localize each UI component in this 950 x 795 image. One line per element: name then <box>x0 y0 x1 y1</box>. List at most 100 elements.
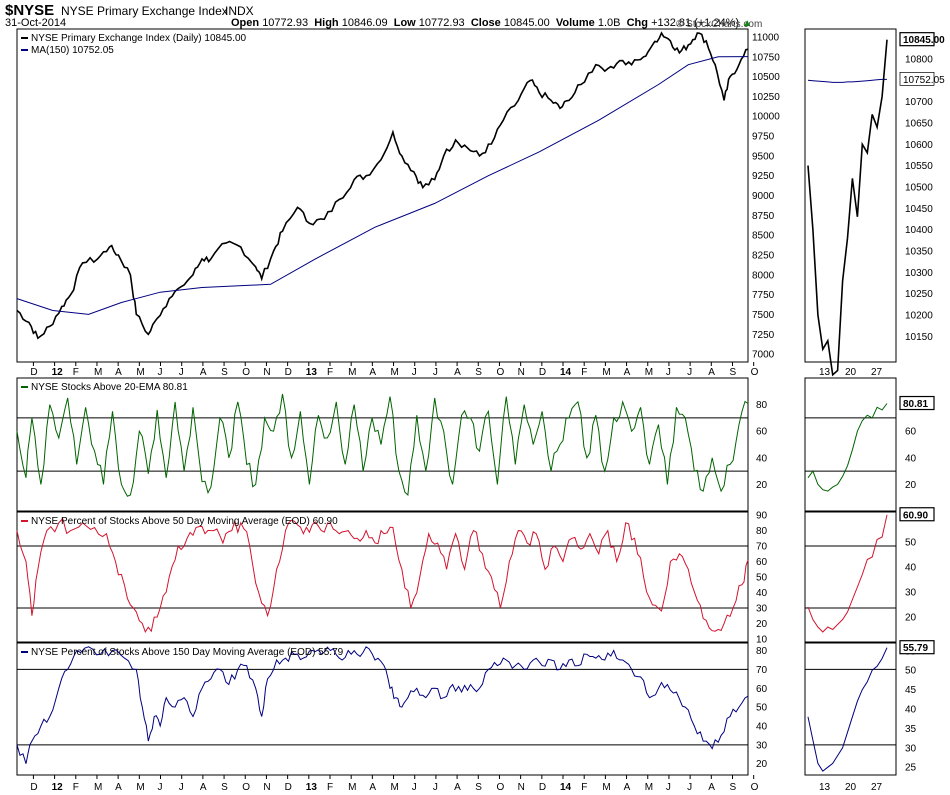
zoom-price-y-tick-label: 10200 <box>905 311 933 322</box>
price-y-tick-label: 7750 <box>752 290 775 301</box>
pct150-y-tick-label: 40 <box>756 721 768 732</box>
ema20-legend: NYSE Stocks Above 20-EMA 80.81 <box>31 382 188 393</box>
bottom-x-tick-label: A <box>200 782 207 793</box>
x-tick-label: M <box>645 367 653 378</box>
pct50-y-tick-label: 40 <box>756 588 768 599</box>
ema20-zoom-line <box>807 403 888 492</box>
zoom-price-y-tick-label: 10450 <box>905 204 933 215</box>
x-tick-label: F <box>581 367 587 378</box>
price-y-tick-label: 8250 <box>752 250 775 261</box>
price-y-tick-label: 9500 <box>752 151 775 162</box>
price-y-tick-label: 10250 <box>752 92 780 103</box>
price-y-tick-label: 7500 <box>752 310 775 321</box>
x-tick-label: J <box>179 367 184 378</box>
price-y-tick-label: 9000 <box>752 191 775 202</box>
symbol: $NYSE <box>5 2 55 19</box>
pct50-last-label: 60.90 <box>903 510 928 521</box>
bottom-x-tick-label: J <box>412 782 417 793</box>
bottom-x-tick-label: J <box>158 782 163 793</box>
open-value: 10772.93 <box>262 17 309 29</box>
bottom-x-tick-label: 12 <box>52 782 64 793</box>
zoom-x-tick-label: 13 <box>819 367 831 378</box>
ema20-y-tick-label: 20 <box>756 480 768 491</box>
zoom-ma-last-label: 10752.05 <box>903 75 945 86</box>
x-tick-label: M <box>348 367 356 378</box>
x-tick-label: D <box>30 367 37 378</box>
bottom-x-tick-label: A <box>454 782 461 793</box>
pct50-zoom-line <box>807 514 888 633</box>
pct150-zoom-line <box>807 647 888 772</box>
pct50-zoom-y-tick-label: 20 <box>905 613 917 624</box>
bottom-x-tick-label: O <box>496 782 504 793</box>
bottom-x-tick-label: M <box>136 782 144 793</box>
bottom-x-tick-label: N <box>263 782 270 793</box>
ema20-y-tick-label: 60 <box>756 427 768 438</box>
zoom-price-y-tick-label: 10700 <box>905 97 933 108</box>
pct150-y-tick-label: 80 <box>756 646 768 657</box>
price-line <box>16 31 749 340</box>
price-legend: NYSE Primary Exchange Index (Daily) 1084… <box>31 33 247 44</box>
pct50-legend: NYSE Percent of Stocks Above 50 Day Movi… <box>31 516 338 527</box>
price-y-tick-label: 8000 <box>752 270 775 281</box>
ema20-zoom-y-tick-label: 20 <box>905 480 917 491</box>
pct150-zoom-y-tick-label: 40 <box>905 705 917 716</box>
pct150-zoom-y-tick-label: 45 <box>905 685 917 696</box>
ma150-line <box>16 56 749 315</box>
low-label: Low <box>393 17 416 29</box>
chg-value: +132.81 (+1.24%) <box>651 17 740 29</box>
pct150-zoom-y-tick-label: 30 <box>905 743 917 754</box>
pct50-y-tick-label: 50 <box>756 573 768 584</box>
x-tick-label: A <box>624 367 631 378</box>
bottom-x-tick-label: M <box>348 782 356 793</box>
x-tick-label: J <box>433 367 438 378</box>
bottom-x-tick-label: 14 <box>560 782 572 793</box>
bottom-x-tick-label: D <box>30 782 37 793</box>
exchange-label: INDX <box>225 4 254 18</box>
chg-label: Chg <box>626 17 648 29</box>
x-tick-label: N <box>263 367 270 378</box>
pct50-y-tick-label: 80 <box>756 526 768 537</box>
bottom-x-tick-label: M <box>391 782 399 793</box>
bottom-x-tick-label: D <box>539 782 546 793</box>
close-label: Close <box>470 17 501 29</box>
bottom-zoom-x-tick-label: 27 <box>871 782 883 793</box>
zoom-price-y-tick-label: 10350 <box>905 247 933 258</box>
pct50-last-label-box <box>899 507 935 522</box>
bottom-x-tick-label: F <box>581 782 587 793</box>
bottom-x-tick-label: A <box>115 782 122 793</box>
zoom-price-y-tick-label: 10550 <box>905 161 933 172</box>
zoom-price-y-tick-label: 10150 <box>905 332 933 343</box>
x-tick-label: F <box>73 367 79 378</box>
chg-up-arrow-icon: ▲ <box>742 18 753 29</box>
ema20-last-label-box <box>899 395 935 411</box>
price-y-tick-label: 8750 <box>752 211 775 222</box>
pct50-y-tick-label: 60 <box>756 557 768 568</box>
x-tick-label: J <box>687 367 692 378</box>
bottom-x-tick-label: F <box>327 782 333 793</box>
pct150-y-tick-label: 20 <box>756 759 768 770</box>
bottom-x-tick-label: D <box>285 782 292 793</box>
x-tick-label: 13 <box>306 367 318 378</box>
price-y-tick-label: 10000 <box>752 112 780 123</box>
x-tick-label: 12 <box>52 367 64 378</box>
x-tick-label: F <box>327 367 333 378</box>
pct50-y-tick-label: 10 <box>756 634 768 645</box>
close-value: 10845.00 <box>503 17 550 29</box>
bottom-zoom-x-tick-label: 20 <box>845 782 857 793</box>
pct150-zoom-y-tick-label: 25 <box>905 763 917 774</box>
price-y-tick-label: 9250 <box>752 171 775 182</box>
x-tick-label: A <box>200 367 207 378</box>
x-tick-label: M <box>391 367 399 378</box>
bottom-x-tick-label: M <box>645 782 653 793</box>
zoom-frame-pct150 <box>804 642 897 776</box>
bottom-zoom-x-tick-label: 13 <box>819 782 831 793</box>
price-y-tick-label: 10750 <box>752 52 780 63</box>
pct50-y-tick-label: 70 <box>756 542 768 553</box>
bottom-x-tick-label: J <box>687 782 692 793</box>
ma-legend: MA(150) 10752.05 <box>31 45 114 56</box>
zoom-price-last-label: 10845.00 <box>903 35 945 46</box>
ema20-zoom-y-tick-label: 40 <box>905 453 917 464</box>
zoom-price-y-tick-label: 10800 <box>905 54 933 65</box>
panel-frame-pct50 <box>16 511 749 643</box>
